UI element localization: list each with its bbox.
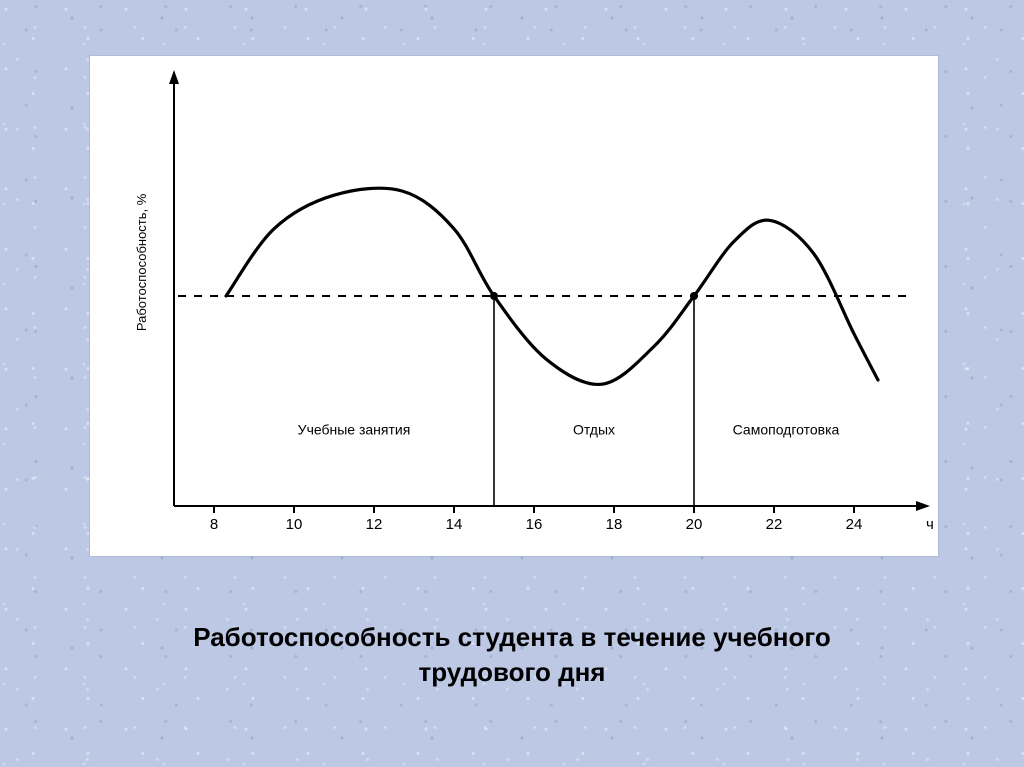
- caption: Работоспособность студента в течение уче…: [0, 620, 1024, 690]
- x-tick-label: 18: [606, 516, 623, 533]
- x-tick-label: 14: [446, 516, 463, 533]
- region-label: Отдых: [573, 422, 615, 438]
- x-tick-label: 16: [526, 516, 543, 533]
- chart-panel: 8 10 12 14 16 18 20 22 24 ч Работоспособность, % Уч…: [90, 56, 938, 556]
- performance-chart: 8 10 12 14 16 18 20 22 24 ч Работоспособность, % Уч…: [90, 56, 938, 556]
- x-tick-label: 8: [210, 516, 218, 533]
- y-axis-label: Работоспособность, %: [134, 193, 149, 331]
- performance-curve: [226, 188, 878, 384]
- caption-line2: трудового дня: [419, 657, 606, 687]
- region-label: Учебные занятия: [298, 422, 411, 438]
- x-unit-label: ч: [926, 516, 934, 533]
- x-tick-label: 20: [686, 516, 703, 533]
- caption-line1: Работоспособность студента в течение уче…: [193, 622, 831, 652]
- slide-background: 8 10 12 14 16 18 20 22 24 ч Работоспособность, % Уч…: [0, 0, 1024, 767]
- x-tick-label: 24: [846, 516, 863, 533]
- x-tick-label: 22: [766, 516, 783, 533]
- x-tick-label: 10: [286, 516, 303, 533]
- region-label: Самоподготовка: [733, 422, 840, 438]
- x-tick-label: 12: [366, 516, 383, 533]
